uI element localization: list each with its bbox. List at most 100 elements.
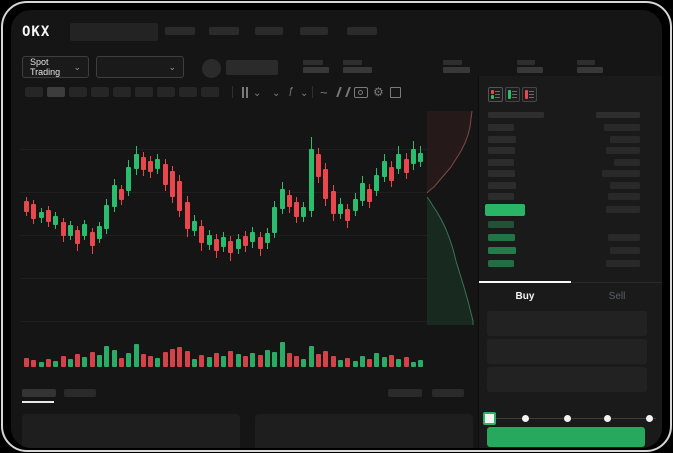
volume-bar	[308, 346, 314, 367]
ask-amount-stub[interactable]	[604, 124, 640, 131]
ask-amount-stub[interactable]	[606, 147, 640, 154]
volume-bar	[89, 352, 95, 367]
fullscreen-icon[interactable]	[390, 87, 401, 98]
candlestick-chart[interactable]	[20, 111, 428, 333]
timeframe-button[interactable]	[25, 87, 43, 97]
pair-dropdown[interactable]: ⌄	[96, 56, 184, 78]
candle-body	[264, 233, 270, 243]
candle-body	[243, 236, 248, 246]
timeframe-button[interactable]	[201, 87, 219, 97]
ask-amount-stub[interactable]	[602, 170, 640, 177]
candle-type-icon[interactable]	[240, 87, 249, 98]
bottom-tab[interactable]	[64, 389, 96, 397]
volume-bar	[257, 355, 263, 367]
nav-item[interactable]	[209, 27, 239, 35]
bid-price-stub[interactable]	[488, 260, 514, 267]
ask-amount-stub[interactable]	[610, 181, 640, 189]
bid-price-stub[interactable]	[488, 247, 516, 254]
total-input[interactable]	[487, 367, 647, 392]
ask-price-stub[interactable]	[488, 193, 514, 200]
timeframe-button[interactable]	[69, 87, 87, 97]
volume-bar	[170, 349, 175, 367]
book-both-icon[interactable]	[488, 87, 503, 102]
timeframe-button[interactable]	[113, 87, 131, 97]
volume-bar	[31, 360, 37, 367]
ask-price-stub[interactable]	[488, 147, 515, 154]
volume-bar	[104, 346, 110, 367]
camera-icon[interactable]	[354, 87, 368, 98]
bid-amount-stub[interactable]	[610, 247, 640, 254]
ask-price-stub[interactable]	[488, 181, 516, 189]
ask-amount-stub[interactable]	[610, 135, 640, 143]
candle-body	[367, 189, 373, 202]
ask-price-stub[interactable]	[488, 158, 514, 166]
amount-input[interactable]	[487, 339, 647, 364]
candle-body	[235, 239, 241, 249]
chevron-down-icon[interactable]: ⌄	[300, 88, 309, 99]
volume-bar	[418, 360, 424, 367]
volume-bar	[264, 350, 270, 367]
volume-bar	[53, 361, 59, 367]
slider-stop[interactable]	[646, 415, 653, 422]
nav-search-stub[interactable]	[70, 23, 158, 41]
buy-button[interactable]	[487, 427, 645, 447]
amount-slider[interactable]	[488, 418, 656, 419]
price-input[interactable]	[487, 311, 647, 336]
nav-item[interactable]	[347, 27, 377, 35]
ask-price-stub[interactable]	[488, 135, 516, 143]
app-screen: OKX Spot Trading ⌄ ⌄ ⌄ ⌄ ƒ ⌄ ~ ⚙	[11, 10, 662, 448]
tab-buy[interactable]: Buy	[479, 283, 571, 309]
indicators-icon[interactable]: ƒ	[288, 86, 294, 97]
volume-bar	[345, 358, 351, 367]
candle-body	[155, 159, 161, 169]
gear-icon[interactable]: ⚙	[373, 85, 384, 99]
candle-body	[191, 221, 197, 231]
slider-stop[interactable]	[564, 415, 571, 422]
candle-body	[272, 207, 278, 233]
ask-price-stub[interactable]	[488, 124, 514, 131]
okx-logo[interactable]: OKX	[22, 24, 51, 40]
bottom-tab[interactable]	[22, 389, 56, 397]
candle-body	[45, 210, 51, 222]
compare-icon[interactable]	[336, 87, 351, 97]
candle-body	[410, 149, 416, 164]
market-type-label: Spot Trading	[30, 57, 61, 77]
ask-price-stub[interactable]	[488, 170, 515, 177]
market-type-dropdown[interactable]: Spot Trading ⌄	[22, 56, 89, 78]
nav-item[interactable]	[300, 27, 328, 35]
volume-bar	[286, 353, 292, 367]
timeframe-button[interactable]	[135, 87, 153, 97]
volume-bar	[243, 356, 248, 367]
slider-stop[interactable]	[522, 415, 529, 422]
timeframe-button[interactable]	[157, 87, 175, 97]
wave-icon[interactable]: ~	[320, 85, 328, 100]
tab-sell[interactable]: Sell	[571, 283, 662, 309]
bottom-action-stub[interactable]	[388, 389, 422, 397]
candle-body	[104, 205, 110, 229]
ask-amount-stub[interactable]	[614, 158, 640, 166]
bid-amount-stub[interactable]	[608, 234, 640, 241]
volume-bar	[111, 350, 117, 367]
chevron-down-icon[interactable]: ⌄	[272, 88, 281, 99]
nav-item[interactable]	[255, 27, 283, 35]
timeframe-button[interactable]	[179, 87, 197, 97]
last-amount-stub	[606, 206, 640, 213]
bid-amount-stub[interactable]	[606, 260, 640, 267]
volume-bar	[403, 357, 409, 367]
timeframe-button[interactable]	[47, 87, 65, 97]
bid-price-stub[interactable]	[488, 221, 514, 228]
book-buy-icon[interactable]	[505, 87, 520, 102]
grid-line	[20, 192, 428, 193]
book-sell-icon[interactable]	[522, 87, 537, 102]
divider	[312, 86, 313, 98]
volume-bar	[330, 356, 336, 367]
slider-handle[interactable]	[483, 412, 496, 425]
bid-price-stub[interactable]	[488, 234, 515, 241]
slider-stop[interactable]	[604, 415, 611, 422]
timeframe-button[interactable]	[91, 87, 109, 97]
bottom-action-stub[interactable]	[432, 389, 464, 397]
bottom-tab-indicator	[22, 401, 54, 403]
chevron-down-icon[interactable]: ⌄	[253, 88, 262, 99]
ask-amount-stub[interactable]	[608, 193, 640, 200]
nav-item[interactable]	[165, 27, 195, 35]
